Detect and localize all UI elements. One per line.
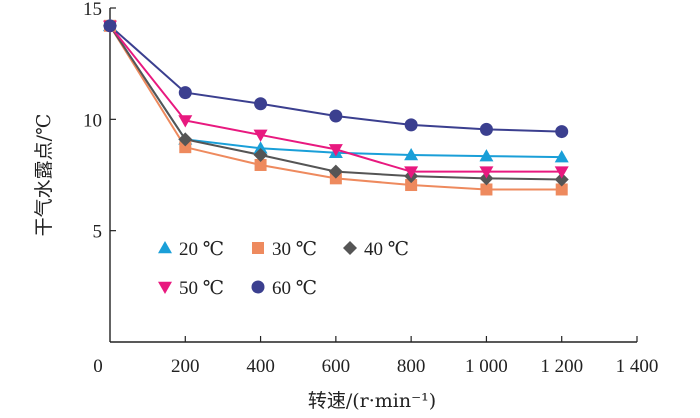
legend-marker-60 bbox=[251, 280, 265, 294]
legend-label-40: 40 ℃ bbox=[364, 239, 409, 260]
legend-marker-50 bbox=[158, 281, 172, 294]
x-tick-label: 1 000 bbox=[465, 356, 508, 377]
data-point-20 bbox=[479, 149, 494, 162]
data-point-30 bbox=[405, 179, 418, 192]
data-point-20 bbox=[554, 150, 569, 163]
data-point-40 bbox=[178, 132, 193, 147]
y-tick-label: 10 bbox=[83, 110, 102, 131]
legend: 20 ℃ 30 ℃ 40 ℃ 50 ℃ 60 ℃ bbox=[158, 239, 409, 299]
legend-marker-30 bbox=[252, 242, 264, 254]
data-point-60 bbox=[329, 109, 343, 123]
data-point-20 bbox=[253, 141, 268, 154]
data-point-20 bbox=[404, 147, 419, 161]
x-tick-label: 200 bbox=[171, 356, 200, 377]
data-point-60 bbox=[254, 97, 268, 111]
data-point-50 bbox=[253, 129, 268, 142]
data-point-50 bbox=[178, 115, 193, 128]
legend-marker-40 bbox=[343, 241, 357, 255]
data-point-60 bbox=[555, 125, 569, 139]
legend-label-20: 20 ℃ bbox=[179, 239, 224, 260]
data-point-40 bbox=[554, 172, 569, 187]
data-point-30 bbox=[555, 183, 568, 196]
data-point-40 bbox=[253, 147, 268, 162]
x-axis-title: 转速/(r·min⁻¹) bbox=[308, 390, 436, 412]
legend-marker-20 bbox=[158, 241, 172, 254]
x-tick-label: 800 bbox=[397, 356, 426, 377]
y-tick-label: 5 bbox=[93, 222, 103, 243]
axes bbox=[109, 8, 637, 343]
data-point-60 bbox=[178, 86, 192, 100]
legend-label-30: 30 ℃ bbox=[272, 239, 317, 260]
y-axis-title: 干气水露点/℃ bbox=[33, 114, 55, 237]
data-point-40 bbox=[328, 164, 343, 179]
data-point-30 bbox=[179, 141, 192, 154]
data-point-60 bbox=[404, 118, 418, 132]
x-tick-label: 400 bbox=[246, 356, 275, 377]
x-tick-label: 0 bbox=[93, 356, 103, 377]
data-point-30 bbox=[480, 183, 493, 196]
legend-label-60: 60 ℃ bbox=[272, 278, 317, 299]
data-point-60 bbox=[479, 122, 493, 136]
data-point-50 bbox=[328, 144, 343, 157]
series-markers bbox=[103, 18, 569, 196]
data-point-60 bbox=[103, 19, 117, 33]
data-point-50 bbox=[554, 166, 569, 179]
y-tick-label: 15 bbox=[83, 0, 102, 20]
data-point-30 bbox=[254, 158, 267, 171]
x-tick-label: 600 bbox=[322, 356, 351, 377]
ticks: 0 200 400 600 800 1 000 1 200 1 400 5 10 15 bbox=[83, 0, 658, 377]
x-tick-label: 1 200 bbox=[540, 356, 583, 377]
data-point-50 bbox=[404, 166, 419, 179]
data-point-50 bbox=[479, 166, 494, 179]
x-tick-label: 1 400 bbox=[616, 356, 659, 377]
series-line-20 bbox=[109, 25, 562, 159]
legend-label-50: 50 ℃ bbox=[179, 278, 224, 299]
